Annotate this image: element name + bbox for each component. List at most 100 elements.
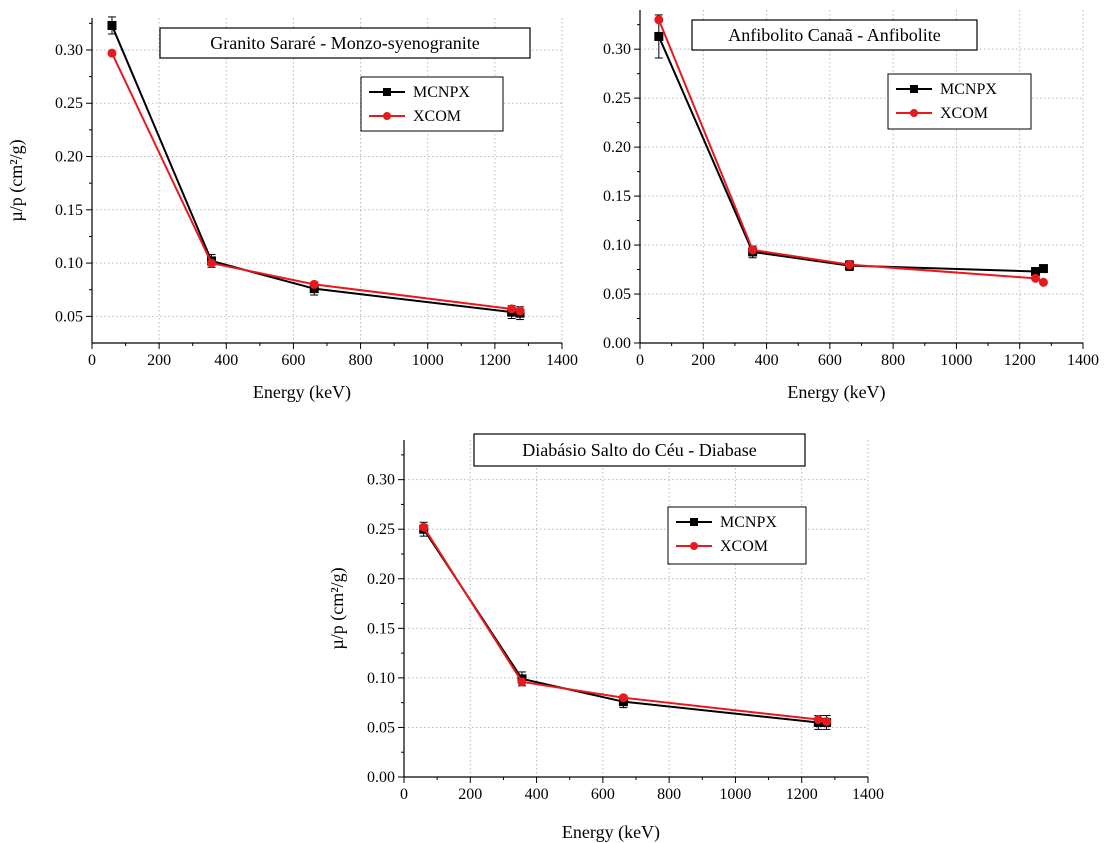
chart-3: 0 200 400 600 800 1000 1200 1400 0.00 0.05 0.10 0.1…: [327, 433, 884, 843]
x-tick-label: 600: [281, 352, 305, 369]
x-tick-label: 0: [400, 786, 408, 803]
data-point-xcom: [517, 677, 527, 687]
x-tick-label: 1200: [1004, 352, 1036, 369]
legend-swatch-marker: [690, 542, 698, 550]
y-tick-label: 0.15: [55, 202, 83, 219]
y-tick-label: 0.25: [55, 95, 83, 112]
data-point-xcom: [207, 258, 217, 268]
data-point-xcom: [813, 715, 823, 725]
legend-box: [887, 73, 1032, 130]
y-tick-label: 0.30: [55, 42, 83, 59]
legend-swatch-marker: [383, 112, 391, 120]
x-tick-label: 400: [214, 352, 238, 369]
x-tick-label: 400: [525, 786, 549, 803]
series-mcnpx: [654, 14, 1048, 277]
data-point-mcnpx: [1038, 264, 1048, 274]
data-point-xcom: [1038, 277, 1048, 287]
chart-title-box: [691, 19, 978, 51]
legend-swatch-marker: [910, 85, 918, 93]
x-tick-label: 1200: [786, 786, 818, 803]
legend-label: XCOM: [720, 538, 768, 555]
chart-title: Granito Sararé - Monzo-syenogranite: [210, 33, 479, 53]
y-tick-label: 0.00: [367, 769, 395, 786]
series-mcnpx: [107, 16, 525, 321]
data-point-xcom: [309, 279, 319, 289]
y-tick-label: 0.25: [367, 521, 395, 538]
legend-swatch-marker: [910, 109, 918, 117]
x-tick-label: 0: [636, 352, 644, 369]
x-tick-label: 200: [458, 786, 482, 803]
data-point-mcnpx: [107, 20, 117, 30]
series-xcom: [107, 48, 525, 316]
y-tick-label: 0.05: [603, 286, 631, 303]
x-axis-title: Energy (keV): [253, 382, 351, 403]
data-point-xcom: [515, 306, 525, 316]
x-tick-label: 1000: [412, 352, 444, 369]
x-tick-label: 200: [691, 352, 715, 369]
legend-label: XCOM: [940, 105, 988, 122]
x-tick-label: 1400: [852, 786, 884, 803]
y-tick-label: 0.10: [603, 237, 631, 254]
x-axis-title: Energy (keV): [562, 822, 660, 843]
x-tick-label: 600: [818, 352, 842, 369]
legend-swatch-marker: [690, 518, 698, 526]
x-tick-label: 1200: [479, 352, 511, 369]
y-tick-label: 0.20: [55, 149, 83, 166]
x-tick-label: 800: [349, 352, 373, 369]
x-tick-label: 1400: [1067, 352, 1099, 369]
data-point-mcnpx: [654, 31, 664, 41]
chart-title-box: [473, 433, 806, 467]
chart-title-box: [159, 27, 531, 59]
x-tick-label: 200: [147, 352, 171, 369]
y-axis-title: µ/p (cm²/g): [6, 139, 27, 221]
legend-label: XCOM: [413, 108, 461, 125]
data-point-xcom: [654, 15, 664, 25]
y-tick-label: 0.15: [367, 620, 395, 637]
chart-title: Diabásio Salto do Céu - Diabase: [522, 440, 756, 460]
data-point-xcom: [1031, 273, 1041, 283]
x-tick-label: 800: [881, 352, 905, 369]
legend-label: MCNPX: [940, 81, 997, 98]
y-tick-label: 0.30: [603, 41, 631, 58]
data-point-xcom: [107, 48, 117, 58]
chart-title: Anfibolito Canaã - Anfibolite: [728, 25, 940, 45]
x-tick-label: 400: [755, 352, 779, 369]
legend-label: MCNPX: [413, 84, 470, 101]
series-line-mcnpx: [657, 36, 1044, 273]
series-line-xcom: [657, 19, 1044, 284]
y-tick-label: 0.20: [603, 139, 631, 156]
x-tick-label: 0: [88, 352, 96, 369]
x-axis-title: Energy (keV): [787, 382, 885, 403]
y-tick-label: 0.10: [55, 255, 83, 272]
y-tick-label: 0.30: [367, 472, 395, 489]
legend-swatch-marker: [383, 88, 391, 96]
series-line-mcnpx: [111, 25, 521, 315]
x-tick-label: 800: [657, 786, 681, 803]
data-point-xcom: [748, 245, 758, 255]
data-point-xcom: [618, 693, 628, 703]
data-point-xcom: [419, 522, 429, 532]
legend-box: [667, 506, 807, 565]
data-point-xcom: [822, 716, 832, 726]
x-tick-label: 1400: [546, 352, 578, 369]
legend-label: MCNPX: [720, 514, 777, 531]
y-tick-label: 0.10: [367, 670, 395, 687]
y-tick-label: 0.25: [603, 90, 631, 107]
x-tick-label: 1000: [940, 352, 972, 369]
data-point-mcnpx: [1031, 267, 1041, 277]
y-tick-label: 0.20: [367, 571, 395, 588]
y-tick-label: 0.00: [603, 335, 631, 352]
series-xcom: [654, 15, 1048, 287]
x-tick-label: 1000: [719, 786, 751, 803]
y-tick-label: 0.05: [367, 719, 395, 736]
data-point-xcom: [844, 260, 854, 270]
y-axis-title: µ/p (cm²/g): [327, 567, 348, 649]
y-tick-label: 0.05: [55, 308, 83, 325]
x-tick-label: 600: [591, 786, 615, 803]
chart-1: 0 200 400 600 800 1000 1200 1400 0.05 0.10 0.15 0.2…: [6, 16, 578, 403]
legend-box: [360, 76, 504, 132]
y-tick-label: 0.15: [603, 188, 631, 205]
data-point-xcom: [507, 304, 517, 314]
series-xcom: [419, 522, 832, 726]
